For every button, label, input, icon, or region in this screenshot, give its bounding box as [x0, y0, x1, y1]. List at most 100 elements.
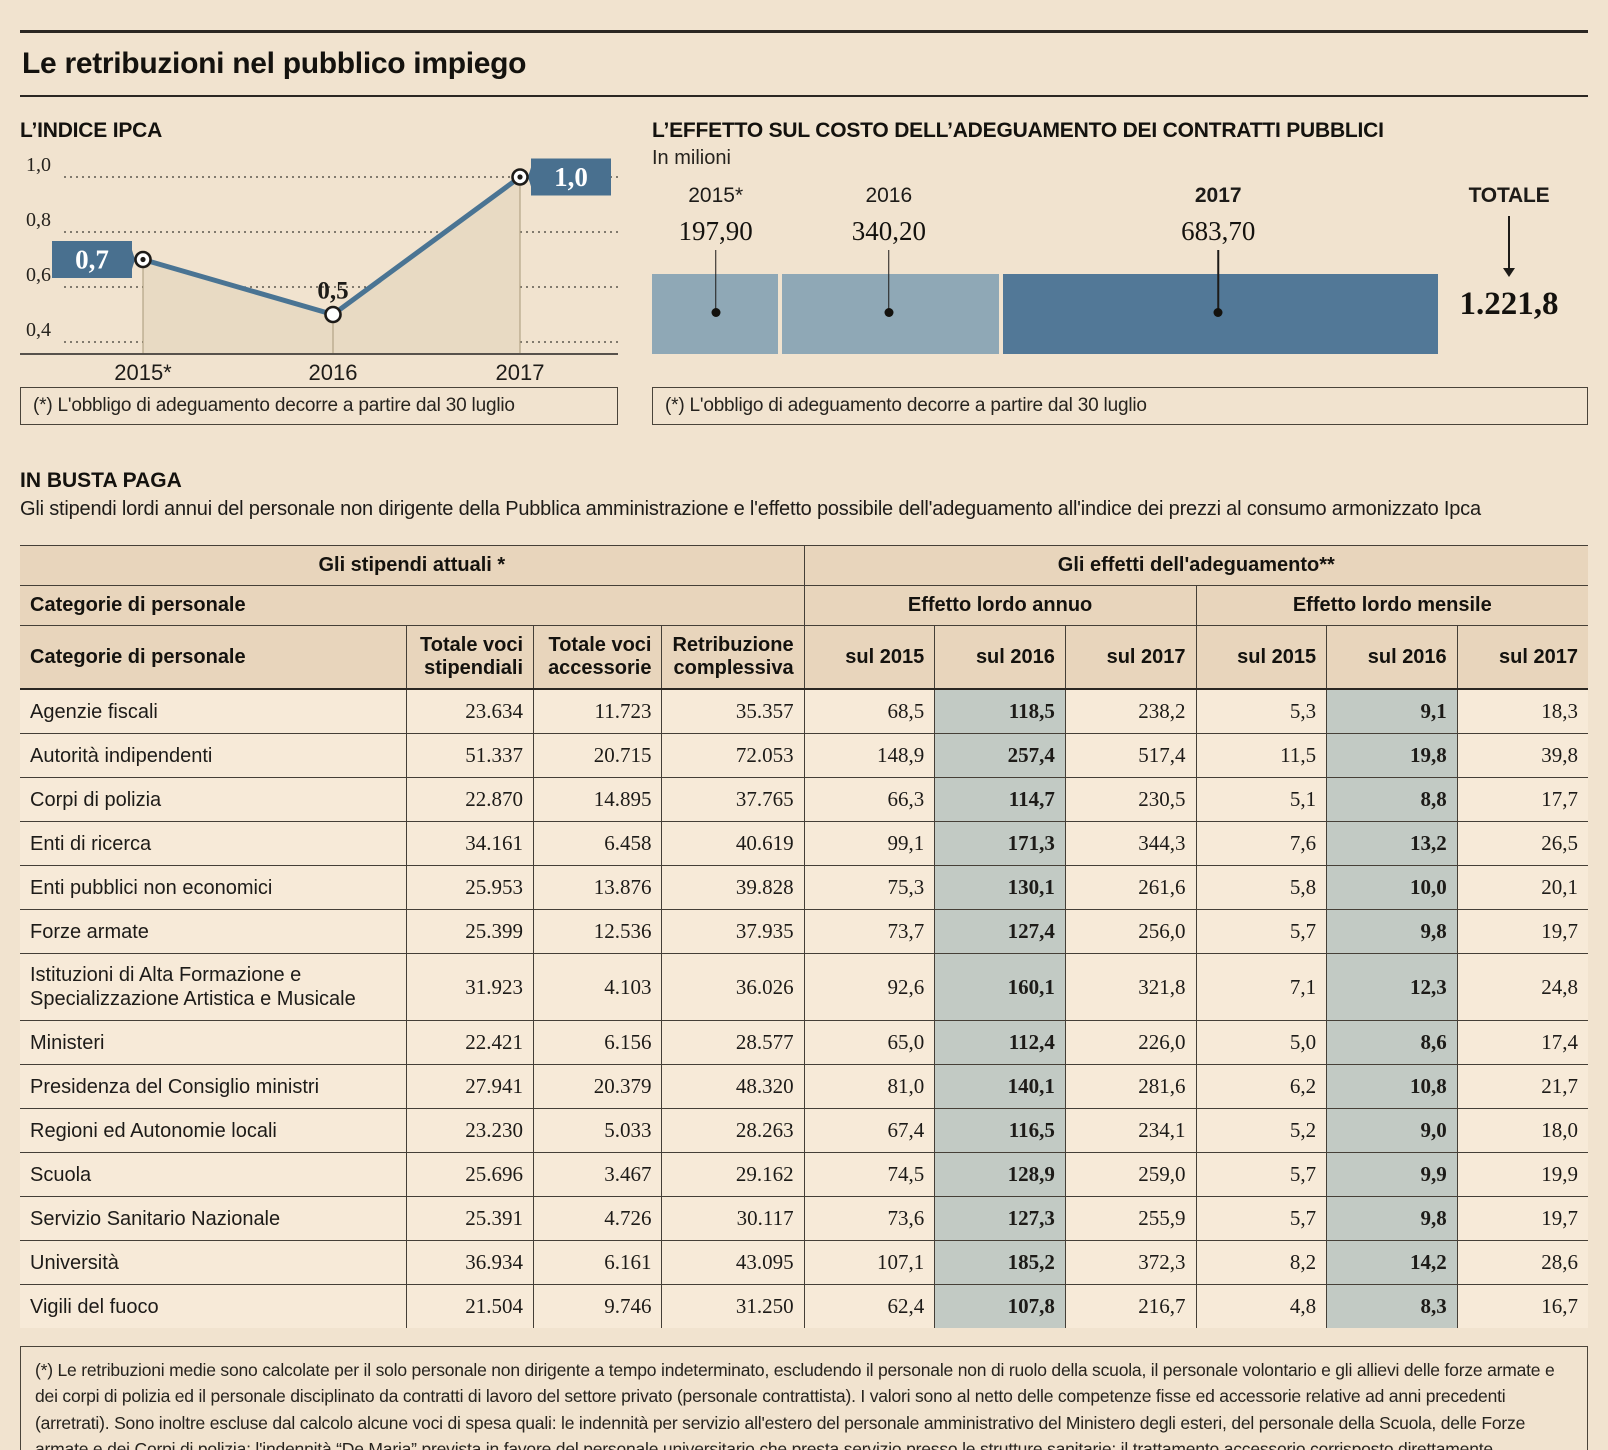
cell-mensile-2016: 8,8	[1326, 777, 1458, 822]
row-category: Agenzie fiscali	[20, 689, 407, 734]
cell-mensile-2015: 4,8	[1195, 1284, 1327, 1328]
cell-mensile-2017: 18,0	[1456, 1108, 1588, 1153]
cell-annuo-2016: 130,1	[934, 865, 1066, 910]
cell-retribuzione: 40.619	[661, 821, 805, 866]
cell-annuo-2016: 140,1	[934, 1064, 1066, 1109]
cell-annuo-2015: 75,3	[803, 865, 935, 910]
cell-mensile-2017: 39,8	[1456, 733, 1588, 778]
callout-dot	[1213, 308, 1223, 317]
cell-retribuzione: 39.828	[661, 865, 805, 910]
bar-value-label: 197,90	[678, 216, 753, 246]
col-header-annuo-2017: sul 2017	[1064, 625, 1197, 690]
busta-section: IN BUSTA PAGA Gli stipendi lordi annui d…	[20, 469, 1588, 1450]
cell-annuo-2017: 259,0	[1064, 1152, 1197, 1197]
cell-annuo-2017: 344,3	[1064, 821, 1197, 866]
cell-annuo-2016: 127,4	[934, 909, 1066, 954]
ipca-panel: L’INDICE IPCA 1,0 0,8 0,6 0,4 0,7 1,0 0,5 2015*…	[20, 119, 618, 425]
cell-voci-accessorie: 6.156	[533, 1020, 662, 1065]
callout-line	[1217, 250, 1219, 312]
group-header-stipendi: Gli stipendi attuali *	[20, 545, 805, 586]
col-header-annuo-2015: sul 2015	[803, 625, 935, 690]
cell-annuo-2017: 321,8	[1064, 953, 1197, 1021]
cell-voci-accessorie: 11.723	[533, 689, 662, 734]
value-label-pointer	[528, 167, 531, 187]
y-tick-label: 0,8	[26, 209, 51, 231]
row-category: Presidenza del Consiglio ministri	[20, 1064, 407, 1109]
cell-mensile-2015: 5,2	[1195, 1108, 1327, 1153]
cell-retribuzione: 31.250	[661, 1284, 805, 1328]
cell-retribuzione: 36.026	[661, 953, 805, 1021]
cell-voci-accessorie: 13.876	[533, 865, 662, 910]
bar-year-label: 2015*	[688, 184, 744, 207]
cell-voci-stipendiali: 34.161	[406, 821, 534, 866]
total-arrow-icon	[1503, 268, 1515, 277]
cost-footnote: (*) L'obbligo di adeguamento decorre a p…	[652, 387, 1588, 425]
col-header-mensile-2017: sul 2017	[1456, 625, 1588, 690]
cell-annuo-2015: 67,4	[803, 1108, 935, 1153]
cell-annuo-2016: 112,4	[934, 1020, 1066, 1065]
cell-annuo-2016: 107,8	[934, 1284, 1066, 1328]
cell-voci-accessorie: 12.536	[533, 909, 662, 954]
cell-mensile-2016: 19,8	[1326, 733, 1458, 778]
cell-annuo-2015: 62,4	[803, 1284, 935, 1328]
row-category: Servizio Sanitario Nazionale	[20, 1196, 407, 1241]
cell-annuo-2016: 185,2	[934, 1240, 1066, 1285]
bar-year-label: 2016	[865, 184, 913, 207]
cell-mensile-2016: 12,3	[1326, 953, 1458, 1021]
cell-mensile-2015: 5,7	[1195, 909, 1327, 954]
table-row: Autorità indipendenti 51.337 20.715 72.0…	[20, 733, 1588, 778]
cell-mensile-2015: 7,6	[1195, 821, 1327, 866]
callout-dot	[711, 308, 721, 317]
col-header-mensile-2015: sul 2015	[1195, 625, 1327, 690]
table-row: Corpi di polizia 22.870 14.895 37.765 66…	[20, 777, 1588, 822]
cell-retribuzione: 72.053	[661, 733, 805, 778]
cell-mensile-2016: 9,8	[1326, 1196, 1458, 1241]
cell-mensile-2016: 9,1	[1326, 689, 1458, 734]
cell-mensile-2017: 19,7	[1456, 909, 1588, 954]
col-header-voci-stipendiali: Totale voci stipendiali	[406, 625, 534, 690]
cell-voci-stipendiali: 36.934	[406, 1240, 534, 1285]
table-row: Servizio Sanitario Nazionale 25.391 4.72…	[20, 1196, 1588, 1241]
data-point-marker	[324, 305, 342, 324]
cell-mensile-2016: 9,9	[1326, 1152, 1458, 1197]
table-row: Enti pubblici non economici 25.953 13.87…	[20, 865, 1588, 910]
value-label: 0,7	[75, 245, 109, 275]
row-category: Vigili del fuoco	[20, 1284, 407, 1328]
value-label-box	[531, 158, 611, 196]
x-tick-label: 2017	[496, 360, 545, 385]
cell-annuo-2015: 65,0	[803, 1020, 935, 1065]
y-tick-label: 0,6	[26, 264, 51, 286]
cell-annuo-2015: 81,0	[803, 1064, 935, 1109]
cell-retribuzione: 30.117	[661, 1196, 805, 1241]
cell-annuo-2015: 99,1	[803, 821, 935, 866]
cell-annuo-2016: 160,1	[934, 953, 1066, 1021]
cell-annuo-2015: 66,3	[803, 777, 935, 822]
cell-voci-stipendiali: 21.504	[406, 1284, 534, 1328]
total-group: TOTALE 1.221,8	[1430, 184, 1588, 366]
cell-mensile-2017: 17,4	[1456, 1020, 1588, 1065]
cell-annuo-2017: 372,3	[1064, 1240, 1197, 1285]
cell-voci-accessorie: 4.103	[533, 953, 662, 1021]
y-tick-label: 0,4	[26, 319, 51, 341]
cell-mensile-2016: 14,2	[1326, 1240, 1458, 1285]
table-body: Agenzie fiscali 23.634 11.723 35.357 68,…	[20, 689, 1588, 1328]
cell-mensile-2017: 16,7	[1456, 1284, 1588, 1328]
cell-mensile-2016: 8,3	[1326, 1284, 1458, 1328]
cell-mensile-2017: 18,3	[1456, 689, 1588, 734]
table-row: Vigili del fuoco 21.504 9.746 31.250 62,…	[20, 1284, 1588, 1328]
cell-retribuzione: 37.935	[661, 909, 805, 954]
data-point-center	[517, 174, 523, 180]
cell-mensile-2017: 17,7	[1456, 777, 1588, 822]
cell-mensile-2016: 9,0	[1326, 1108, 1458, 1153]
pay-table: Gli stipendi attuali * Gli effetti dell'…	[20, 545, 1588, 1328]
cell-mensile-2015: 5,0	[1195, 1020, 1327, 1065]
value-label: 0,5	[317, 278, 348, 305]
cell-voci-accessorie: 4.726	[533, 1196, 662, 1241]
value-label-box	[52, 241, 132, 278]
table-footnotes: (*) Le retribuzioni medie sono calcolate…	[20, 1346, 1588, 1450]
cell-mensile-2015: 5,8	[1195, 865, 1327, 910]
total-value: 1.221,8	[1459, 286, 1559, 322]
cell-annuo-2015: 73,6	[803, 1196, 935, 1241]
cell-voci-stipendiali: 31.923	[406, 953, 534, 1021]
cell-voci-stipendiali: 25.953	[406, 865, 534, 910]
